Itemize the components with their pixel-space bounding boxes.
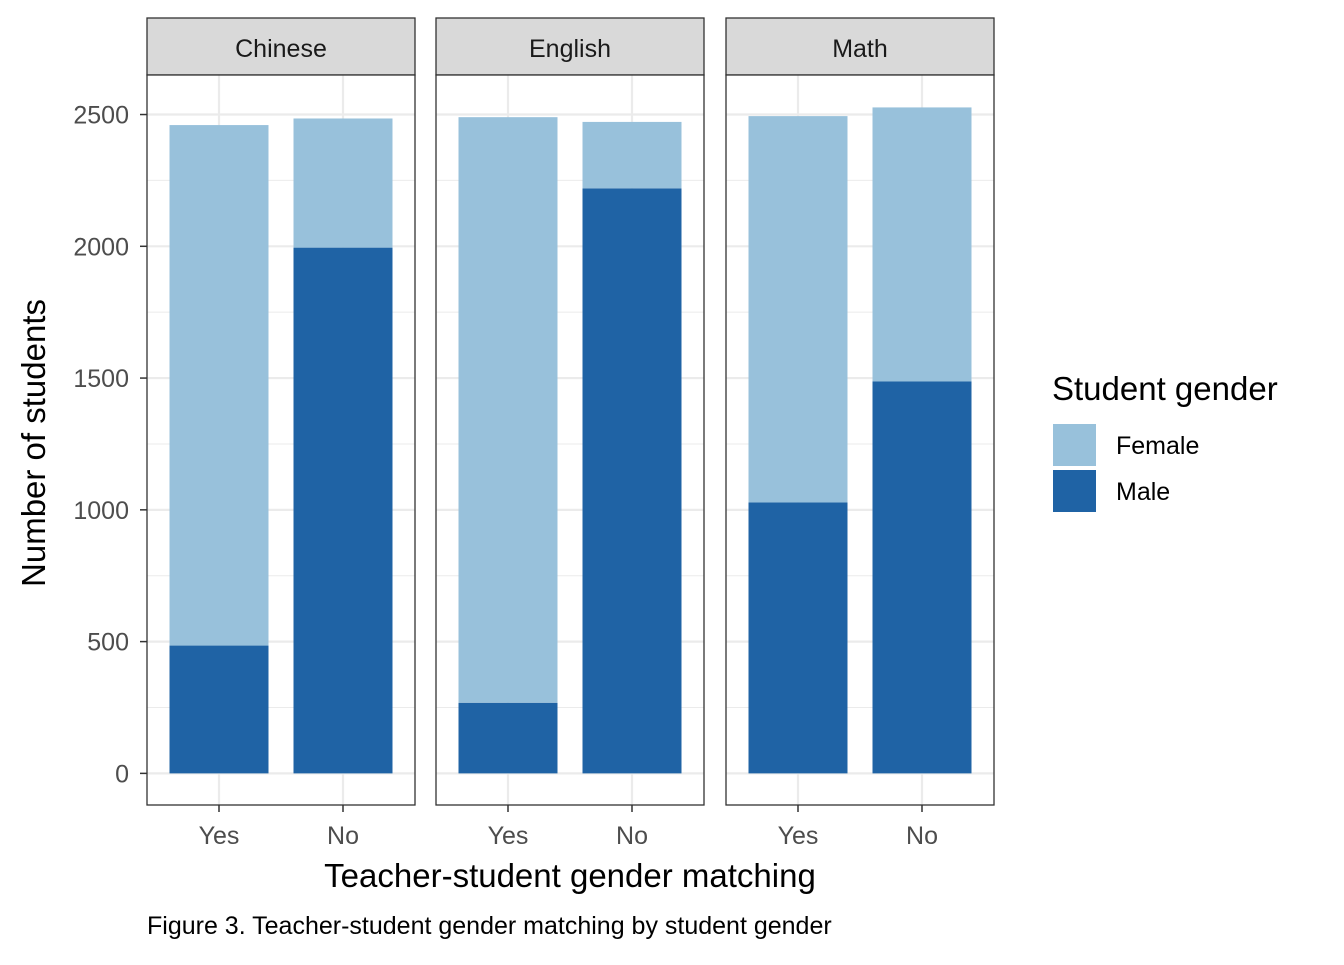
facet-label-chinese: Chinese [235, 35, 327, 63]
x-tick-label: No [327, 822, 359, 850]
x-tick-label: No [906, 822, 938, 850]
y-tick-label: 0 [115, 760, 129, 788]
facet-label-math: Math [832, 35, 888, 63]
facet-panel-chinese: Chinese Yes No [146, 17, 416, 850]
y-tick-label: 1500 [73, 365, 129, 393]
legend-key-female [1053, 424, 1096, 466]
facet-strip-chinese [146, 17, 416, 76]
facet-panel-english: English Yes No [435, 17, 705, 850]
x-tick-label: Yes [778, 822, 819, 850]
panel-border [435, 74, 705, 806]
bar-female-math-no [872, 107, 972, 382]
panel-border [725, 74, 995, 806]
bar-female-math-yes [748, 116, 848, 503]
facet-strip-english [435, 17, 705, 76]
y-tick-label: 1000 [73, 497, 129, 525]
bar-male-chinese-yes [169, 645, 269, 774]
bar-female-english-yes [458, 117, 558, 703]
x-axis-title: Teacher-student gender matching [324, 857, 816, 894]
bar-male-english-no [582, 188, 682, 774]
x-tick-label: Yes [199, 822, 240, 850]
y-tick-label: 2500 [73, 102, 129, 130]
x-tick-label: Yes [488, 822, 529, 850]
panel-border [146, 74, 416, 806]
legend-key-male [1053, 470, 1096, 512]
facet-strip-math [725, 17, 995, 76]
legend: Student gender Female Male [1052, 370, 1278, 512]
bar-female-chinese-no [293, 118, 393, 248]
y-tick-label: 2000 [73, 233, 129, 261]
y-axis-title: Number of students [15, 299, 52, 587]
facet-panel-math: Math Yes No [725, 17, 995, 850]
bar-male-english-yes [458, 702, 558, 774]
x-tick-label: No [616, 822, 648, 850]
bar-male-math-yes [748, 502, 848, 774]
y-axis: 0 500 1000 1500 2000 2500 [73, 102, 147, 788]
bar-female-chinese-yes [169, 125, 269, 646]
y-tick-label: 500 [87, 629, 129, 657]
figure-caption: Figure 3. Teacher-student gender matchin… [147, 912, 832, 940]
legend-label-male: Male [1116, 478, 1170, 506]
bar-male-chinese-no [293, 247, 393, 774]
bar-male-math-no [872, 381, 972, 774]
facet-label-english: English [529, 35, 611, 63]
legend-label-female: Female [1116, 432, 1199, 460]
bar-female-english-no [582, 121, 682, 189]
facet-panels: Chinese Yes No English Yes No Math Yes No [146, 17, 995, 850]
legend-title: Student gender [1052, 370, 1278, 407]
